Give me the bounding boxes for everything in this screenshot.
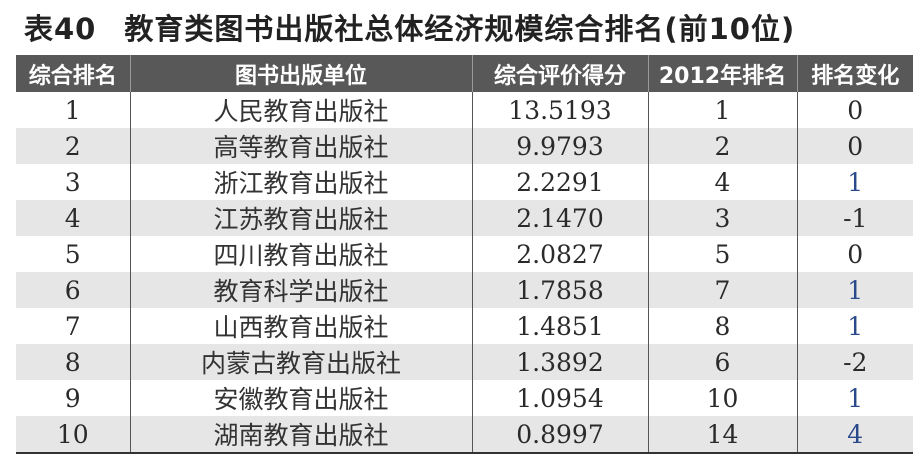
rank-change-cell: 1 [796, 164, 913, 200]
rank-cell: 10 [16, 416, 130, 453]
score-cell: 1.4851 [471, 308, 648, 344]
header-rank-change: 排名变化 [796, 55, 913, 92]
rank-cell: 5 [64, 239, 81, 269]
publisher-cell: 江苏教育出版社 [129, 200, 472, 236]
rank-cell: 4 [16, 200, 130, 236]
publisher-cell: 内蒙古教育出版社 [129, 344, 472, 380]
header-score: 综合评价得分 [471, 55, 648, 92]
publisher-cell: 四川教育出版社 [129, 236, 472, 272]
score-cell: 0.8997 [471, 416, 648, 453]
rank-2012-cell: 7 [647, 272, 797, 308]
publisher-cell: 山西教育出版社 [129, 308, 472, 344]
rank-2012-cell: 1 [647, 92, 797, 128]
table-row: 4 江苏教育出版社 2.1470 3 -1 [16, 200, 913, 236]
score-cell: 9.9793 [471, 128, 648, 164]
rank-change-cell: 0 [796, 236, 913, 272]
rank-cell: 9 [64, 383, 81, 413]
rank-change-cell: 1 [796, 380, 913, 416]
rank-change-cell: 4 [796, 416, 913, 453]
score-cell: 1.0954 [471, 380, 648, 416]
rank-cell: 1 [64, 95, 81, 125]
rank-cell: 2 [16, 128, 130, 164]
header-row: 综合排名 图书出版单位 综合评价得分 2012年排名 排名变化 [16, 55, 913, 92]
rank-cell: 3 [64, 167, 81, 197]
score-cell: 2.1470 [471, 200, 648, 236]
rank-cell: 7 [64, 311, 81, 341]
rank-change-cell: 0 [796, 92, 913, 128]
header-rank: 综合排名 [16, 55, 130, 92]
rank-cell: 8 [16, 344, 130, 380]
header-2012-rank: 2012年排名 [647, 55, 797, 92]
publisher-cell: 教育科学出版社 [129, 272, 472, 308]
publisher-cell: 人民教育出版社 [129, 92, 472, 128]
table-row: 5 四川教育出版社 2.0827 5 0 [16, 236, 913, 272]
table-row: 7 山西教育出版社 1.4851 8 1 [16, 308, 913, 344]
rank-2012-cell: 10 [647, 380, 797, 416]
table-row: 1 人民教育出版社 13.5193 1 0 [16, 92, 913, 128]
ranking-table: 综合排名 图书出版单位 综合评价得分 2012年排名 排名变化 1 人民教育出版社… [16, 55, 913, 454]
publisher-cell: 安徽教育出版社 [129, 380, 472, 416]
publisher-cell: 湖南教育出版社 [129, 416, 472, 453]
rank-2012-cell: 4 [647, 164, 797, 200]
rank-change-cell: -2 [796, 344, 913, 380]
table-title-text: 教育类图书出版社总体经济规模综合排名(前10位) [124, 12, 796, 46]
table-row: 3 浙江教育出版社 2.2291 4 1 [16, 164, 913, 200]
table-row: 2 高等教育出版社 9.9793 2 0 [16, 128, 913, 164]
score-cell: 1.3892 [471, 344, 648, 380]
score-cell: 2.2291 [471, 164, 648, 200]
rank-change-cell: 0 [796, 128, 913, 164]
rank-2012-cell: 5 [647, 236, 797, 272]
rank-2012-cell: 8 [647, 308, 797, 344]
table-row: 8 内蒙古教育出版社 1.3892 6 -2 [16, 344, 913, 380]
rank-2012-cell: 14 [647, 416, 797, 453]
rank-cell: 6 [16, 272, 130, 308]
header-publisher: 图书出版单位 [129, 55, 472, 92]
publisher-cell: 浙江教育出版社 [129, 164, 472, 200]
table-number: 表40 [24, 12, 97, 46]
score-cell: 13.5193 [471, 92, 648, 128]
table-row: 9 安徽教育出版社 1.0954 10 1 [16, 380, 913, 416]
rank-change-cell: -1 [796, 200, 913, 236]
rank-2012-cell: 2 [647, 128, 797, 164]
rank-2012-cell: 3 [647, 200, 797, 236]
rank-2012-cell: 6 [647, 344, 797, 380]
rank-change-cell: 1 [796, 308, 913, 344]
table-row: 6 教育科学出版社 1.7858 7 1 [16, 272, 913, 308]
publisher-cell: 高等教育出版社 [129, 128, 472, 164]
table-row: 10 湖南教育出版社 0.8997 14 4 [16, 416, 913, 453]
score-cell: 1.7858 [471, 272, 648, 308]
table-title: 表40 教育类图书出版社总体经济规模综合排名(前10位) [24, 6, 795, 48]
rank-change-cell: 1 [796, 272, 913, 308]
score-cell: 2.0827 [471, 236, 648, 272]
